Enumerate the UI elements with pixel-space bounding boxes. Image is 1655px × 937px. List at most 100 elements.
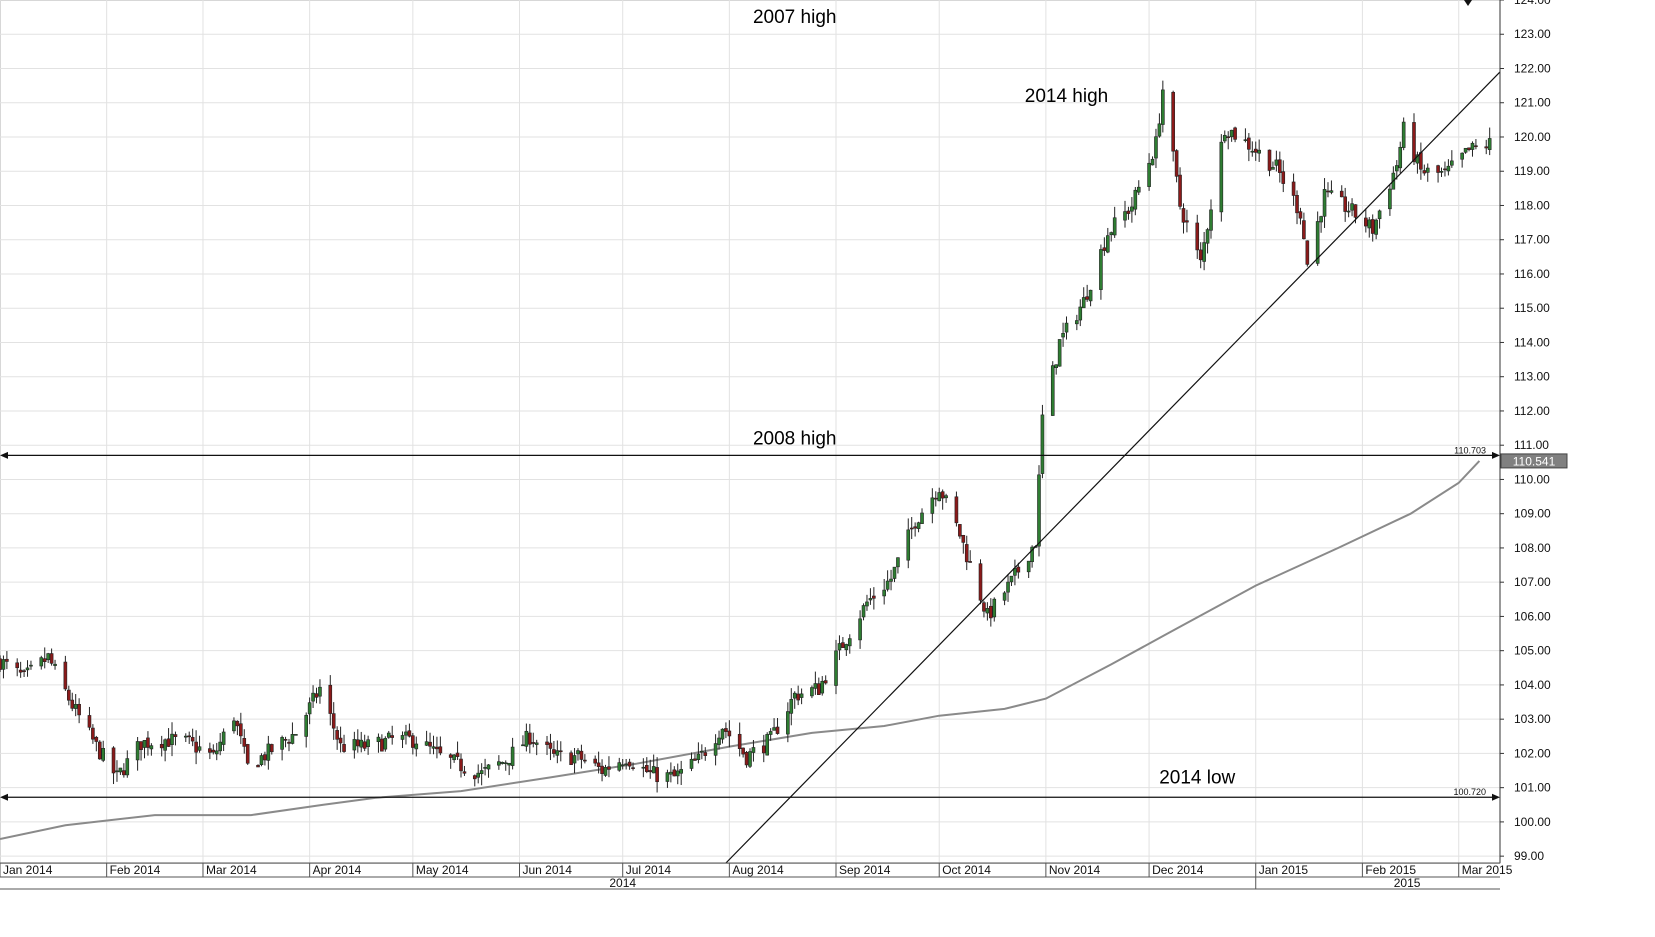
candle-down xyxy=(776,727,779,734)
candle-down xyxy=(645,765,648,771)
x-tick-label: Nov 2014 xyxy=(1049,863,1101,877)
candle-up xyxy=(1330,191,1333,193)
candle-down xyxy=(336,730,339,739)
candle-down xyxy=(656,767,659,781)
candle-up xyxy=(102,748,105,760)
candle-up xyxy=(281,737,284,749)
candle-down xyxy=(1179,175,1182,206)
candle-up xyxy=(1220,142,1223,212)
candle-down xyxy=(122,771,125,775)
candle-down xyxy=(315,694,318,698)
candle-down xyxy=(594,759,597,763)
candle-up xyxy=(838,644,841,650)
candle-up xyxy=(814,684,817,689)
candle-up xyxy=(480,771,483,774)
candle-down xyxy=(71,700,74,708)
candle-down xyxy=(1292,182,1295,196)
candle-up xyxy=(501,762,504,763)
candle-up xyxy=(690,759,693,768)
y-tick-label: 117.00 xyxy=(1514,233,1550,247)
candle-down xyxy=(601,766,604,774)
candle-up xyxy=(360,740,363,747)
annotation-label: 2007 high xyxy=(753,7,836,28)
candle-up xyxy=(1062,333,1065,337)
year-label: 2014 xyxy=(609,876,636,890)
candle-up xyxy=(184,736,187,737)
candle-down xyxy=(1185,221,1188,222)
candle-down xyxy=(439,747,442,753)
candle-up xyxy=(1244,140,1247,141)
candle-down xyxy=(704,753,707,756)
annotation-label: 2008 high xyxy=(753,428,836,449)
x-tick-label: Sep 2014 xyxy=(839,863,891,877)
candle-down xyxy=(98,742,101,759)
candle-up xyxy=(869,598,872,600)
candle-down xyxy=(1103,248,1106,251)
candle-up xyxy=(74,704,77,708)
candle-up xyxy=(556,751,559,756)
candle-down xyxy=(628,762,631,766)
candle-up xyxy=(504,763,507,764)
candle-down xyxy=(460,759,463,771)
candle-up xyxy=(890,579,893,581)
candle-up xyxy=(1378,211,1381,219)
candle-down xyxy=(745,752,748,765)
candle-down xyxy=(738,734,741,748)
x-tick-label: Jan 2014 xyxy=(3,863,53,877)
candle-up xyxy=(749,752,752,767)
candle-up xyxy=(1440,171,1443,172)
candle-up xyxy=(1082,297,1085,307)
candle-down xyxy=(546,742,549,745)
candle-down xyxy=(16,663,19,668)
candle-down xyxy=(1354,205,1357,218)
candle-down xyxy=(910,528,913,529)
candle-down xyxy=(934,498,937,499)
y-tick-label: 102.00 xyxy=(1514,746,1551,760)
candle-up xyxy=(786,712,789,735)
candle-up xyxy=(136,741,139,759)
horizontal-line-label: 110.703 xyxy=(1454,445,1486,455)
candle-up xyxy=(267,744,270,760)
candle-down xyxy=(91,728,94,739)
y-tick-label: 123.00 xyxy=(1514,27,1551,41)
candle-up xyxy=(143,740,146,747)
candle-up xyxy=(404,732,407,735)
candle-up xyxy=(800,694,803,698)
candle-up xyxy=(625,764,628,765)
candle-down xyxy=(19,670,22,672)
candle-up xyxy=(508,763,511,765)
candle-up xyxy=(1075,321,1078,324)
candle-down xyxy=(1326,191,1329,192)
candle-up xyxy=(1399,147,1402,168)
candle-up xyxy=(1051,366,1054,416)
x-tick-label: Mar 2015 xyxy=(1462,863,1513,877)
candle-down xyxy=(435,747,438,749)
plot-area xyxy=(1,1,1501,864)
candle-down xyxy=(332,714,335,729)
candle-up xyxy=(945,496,948,498)
candle-up xyxy=(1010,576,1013,582)
candle-down xyxy=(1485,147,1488,148)
candle-down xyxy=(1371,219,1374,233)
candle-up xyxy=(669,772,672,774)
candle-up xyxy=(618,763,621,771)
candle-up xyxy=(198,747,201,751)
candle-up xyxy=(1113,218,1116,235)
candle-up xyxy=(308,703,311,714)
candle-up xyxy=(291,734,294,743)
candle-down xyxy=(549,743,552,748)
candle-up xyxy=(1461,153,1464,159)
candle-down xyxy=(5,659,8,661)
candle-down xyxy=(167,739,170,747)
candle-up xyxy=(312,693,315,701)
candle-up xyxy=(862,606,865,617)
candle-up xyxy=(54,664,57,665)
candle-down xyxy=(817,684,820,695)
candle-down xyxy=(1299,212,1302,219)
y-tick-label: 118.00 xyxy=(1514,198,1550,212)
candle-down xyxy=(236,721,239,726)
candle-up xyxy=(697,754,700,760)
candle-up xyxy=(26,668,29,670)
candle-up xyxy=(367,740,370,747)
candle-down xyxy=(1196,223,1199,250)
